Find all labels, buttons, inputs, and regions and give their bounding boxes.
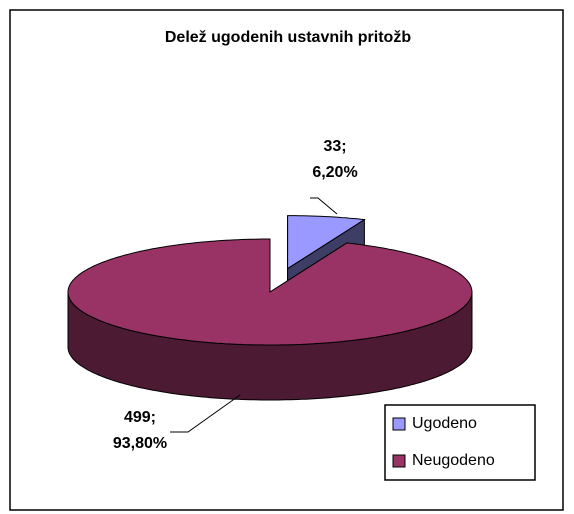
slice-top [287, 215, 366, 270]
data-label: 6,20% [312, 164, 357, 181]
legend-swatch [392, 454, 406, 468]
legend-label: Neugodeno [412, 452, 495, 469]
leader-line [170, 394, 241, 433]
leader-line [310, 197, 338, 215]
pie-slice [67, 238, 473, 401]
data-label: 33; [323, 138, 346, 155]
data-label: 499; [124, 409, 156, 426]
legend-swatch [392, 417, 406, 431]
slice-top [67, 238, 473, 346]
chart-title: Delež ugodenih ustavnih pritožb [165, 29, 411, 46]
legend [384, 404, 536, 481]
data-label: 93,80% [113, 435, 167, 452]
legend-label: Ugodeno [412, 415, 477, 432]
